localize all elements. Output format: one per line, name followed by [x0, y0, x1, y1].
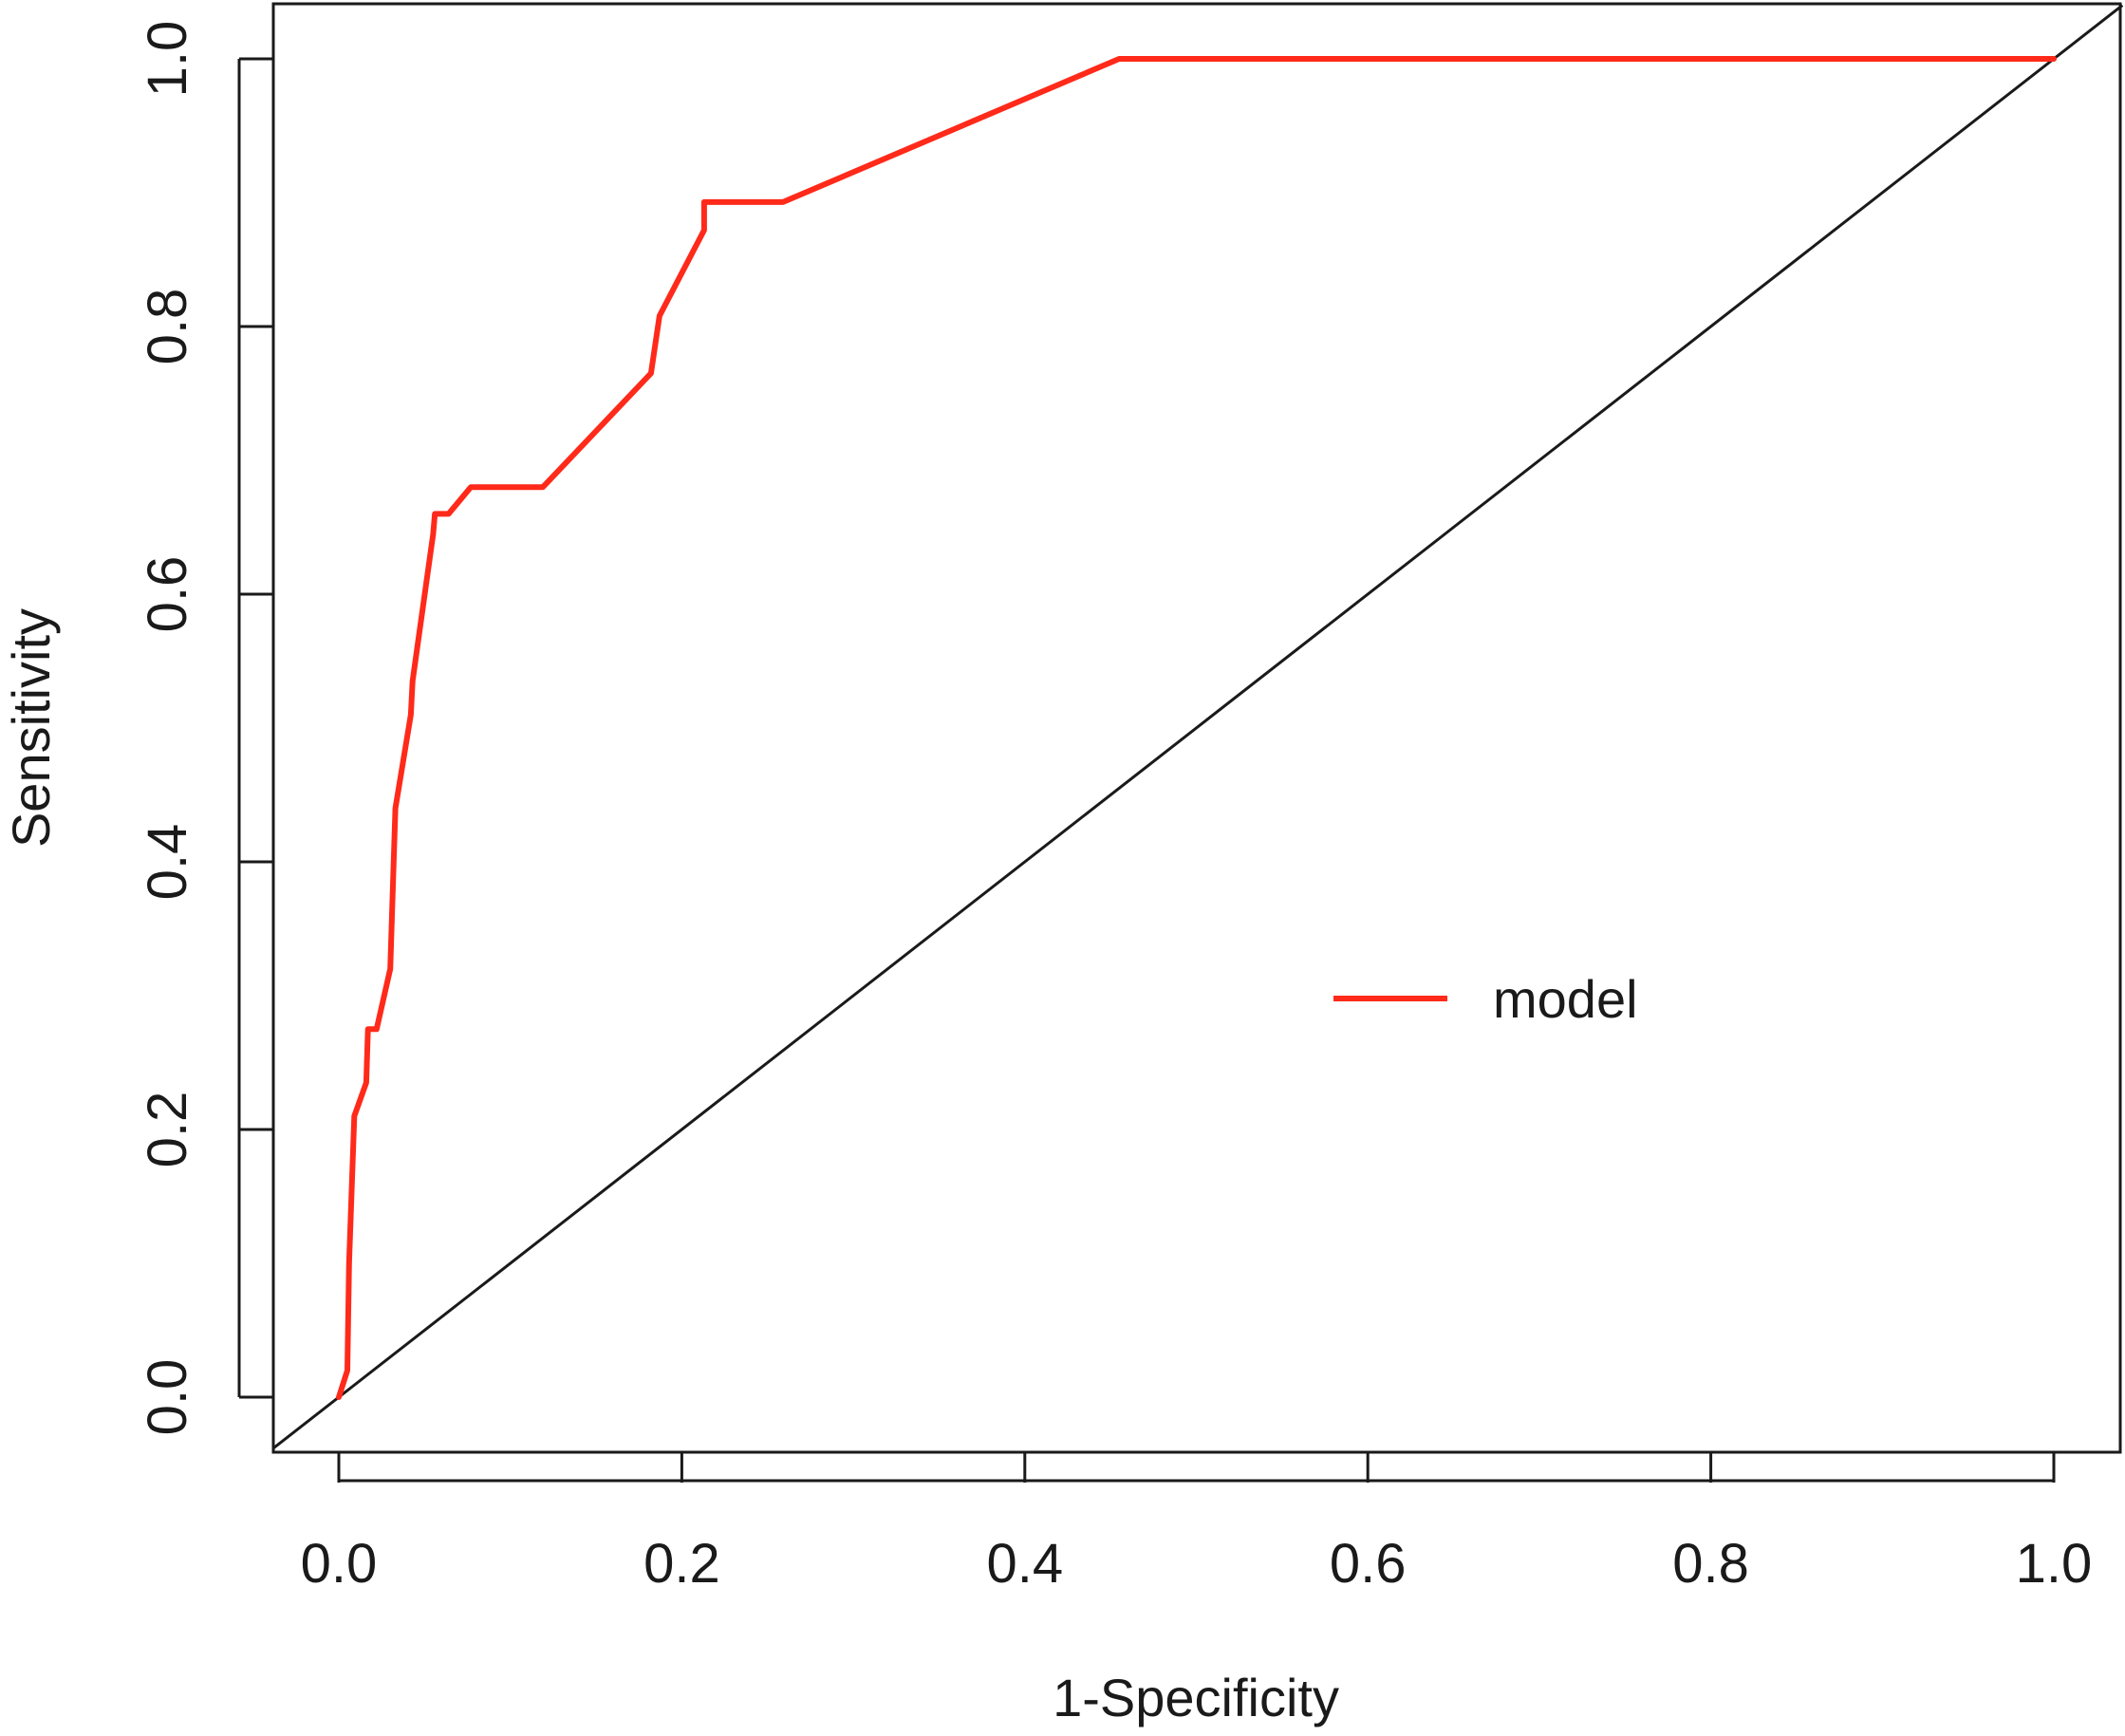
y-tick-label: 0.2 [137, 1092, 198, 1168]
y-tick-label: 1.0 [137, 21, 198, 98]
x-tick-label: 0.6 [1330, 1533, 1407, 1595]
series-layer [272, 4, 2124, 1449]
x-tick-label: 1.0 [2016, 1533, 2093, 1595]
plot-frame [271, 2, 2122, 1454]
y-tick-label: 0.0 [137, 1359, 198, 1436]
x-tick-label: 0.4 [986, 1533, 1063, 1595]
series-line-model [336, 56, 2057, 1400]
reference-diagonal [272, 4, 2124, 1449]
y-tick-label: 0.4 [137, 824, 198, 901]
y-tick-label: 0.6 [137, 556, 198, 633]
legend: model [1333, 969, 1638, 1029]
y-tick-label: 0.8 [137, 289, 198, 365]
y-axis: 0.0 0.2 0.4 0.6 0.8 1.0 [137, 21, 273, 1436]
x-tick-label: 0.0 [301, 1533, 378, 1595]
legend-label-model: model [1493, 969, 1638, 1029]
y-axis-label: Sensitivity [1, 608, 61, 848]
x-axis-label: 1-Specificity [1053, 1668, 1339, 1727]
x-tick-label: 0.2 [643, 1533, 720, 1595]
plot-area [271, 2, 2122, 1454]
x-tick-label: 0.8 [1672, 1533, 1749, 1595]
x-axis: 0.0 0.2 0.4 0.6 0.8 1.0 [301, 1452, 2093, 1595]
